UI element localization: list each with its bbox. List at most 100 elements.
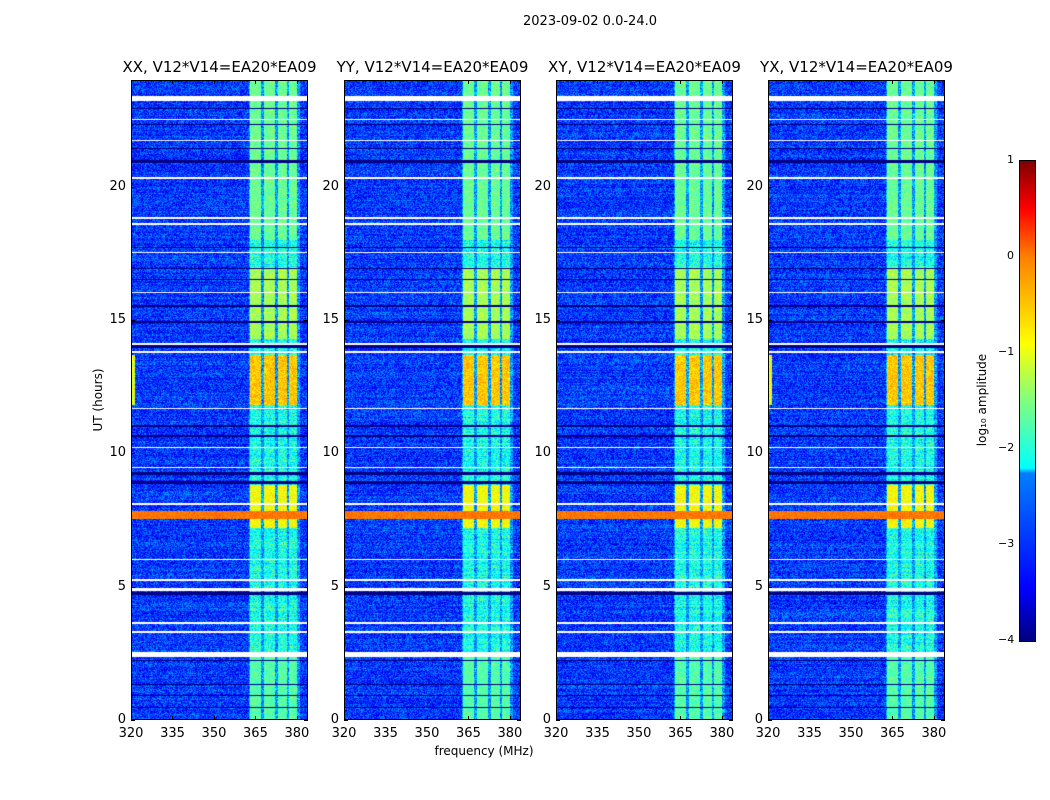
- y-tick-mark: [941, 186, 945, 188]
- x-tick-label: 380: [709, 726, 735, 741]
- panel-title: YY, V12*V14=EA20*EA09: [336, 58, 529, 76]
- x-tick-label: 320: [331, 726, 357, 741]
- colorbar-label: log₁₀ amplitude: [975, 353, 989, 447]
- x-tick-label: 335: [585, 726, 610, 741]
- x-tick-mark: [296, 716, 298, 720]
- x-tick-mark: [426, 716, 428, 720]
- y-tick-mark: [344, 720, 348, 721]
- x-tick-label: 320: [755, 726, 781, 741]
- x-tick-mark: [509, 80, 511, 84]
- y-tick-mark: [556, 720, 560, 721]
- y-tick-mark: [556, 186, 560, 188]
- x-tick-label: 320: [118, 726, 144, 741]
- y-tick-mark: [131, 186, 135, 188]
- x-tick-mark: [933, 716, 935, 720]
- x-tick-mark: [892, 716, 894, 720]
- x-tick-mark: [296, 80, 298, 84]
- x-tick-label: 350: [838, 726, 864, 741]
- y-tick-label: 0: [542, 712, 551, 727]
- colorbar-tick-label: 1: [1007, 153, 1014, 166]
- x-tick-label: 335: [373, 726, 398, 741]
- x-tick-label: 380: [284, 726, 310, 741]
- spectrogram-image: [556, 80, 733, 720]
- y-tick-mark: [768, 453, 772, 455]
- y-tick-mark: [941, 586, 945, 588]
- x-tick-mark: [721, 80, 723, 84]
- x-tick-mark: [131, 80, 132, 84]
- y-tick-mark: [131, 453, 135, 455]
- y-tick-mark: [517, 320, 521, 321]
- x-tick-label: 365: [880, 726, 905, 741]
- x-tick-mark: [509, 716, 511, 720]
- x-tick-mark: [468, 80, 470, 84]
- y-tick-mark: [556, 586, 560, 588]
- y-tick-mark: [768, 720, 772, 721]
- panel-title: YX, V12*V14=EA20*EA09: [760, 58, 953, 76]
- x-tick-mark: [213, 80, 215, 84]
- y-tick-mark: [729, 720, 733, 721]
- y-tick-label: 10: [109, 445, 126, 461]
- x-tick-mark: [638, 716, 640, 720]
- y-tick-mark: [304, 320, 308, 321]
- y-tick-mark: [768, 320, 772, 321]
- y-tick-label: 5: [117, 578, 126, 594]
- y-tick-mark: [941, 720, 945, 721]
- x-tick-mark: [768, 716, 769, 720]
- y-tick-mark: [304, 453, 308, 455]
- x-tick-label: 320: [543, 726, 569, 741]
- spectrogram-panel-1: XX, V12*V14=EA20*EA09 320 335 350 365 380 0 5 10…: [109, 58, 316, 741]
- y-tick-label: 5: [754, 578, 763, 594]
- y-axis-label: UT (hours): [91, 368, 105, 432]
- colorbar-tick-label: 0: [1007, 249, 1014, 262]
- x-tick-mark: [172, 80, 174, 84]
- x-tick-label: 335: [797, 726, 822, 741]
- spectrogram-image: [131, 80, 308, 720]
- x-tick-mark: [721, 716, 723, 720]
- x-tick-mark: [131, 716, 132, 720]
- y-tick-label: 15: [109, 312, 126, 327]
- y-tick-mark: [131, 586, 135, 588]
- x-tick-mark: [809, 80, 811, 84]
- x-tick-mark: [680, 80, 682, 84]
- y-tick-mark: [729, 453, 733, 455]
- spectrogram-image: [344, 80, 521, 720]
- x-tick-mark: [768, 80, 769, 84]
- colorbar: [1019, 160, 1036, 642]
- y-tick-mark: [304, 586, 308, 588]
- y-tick-mark: [304, 186, 308, 188]
- y-tick-label: 0: [117, 712, 126, 727]
- x-tick-label: 335: [160, 726, 185, 741]
- x-tick-mark: [213, 716, 215, 720]
- y-tick-mark: [517, 586, 521, 588]
- y-tick-mark: [768, 186, 772, 188]
- y-tick-mark: [131, 320, 135, 321]
- y-tick-label: 10: [534, 445, 551, 461]
- y-tick-mark: [131, 720, 135, 721]
- x-tick-mark: [468, 716, 470, 720]
- y-tick-mark: [556, 453, 560, 455]
- y-tick-mark: [344, 320, 348, 321]
- y-tick-mark: [941, 320, 945, 321]
- x-tick-mark: [892, 80, 894, 84]
- x-tick-mark: [344, 80, 345, 84]
- x-tick-mark: [850, 716, 852, 720]
- y-tick-mark: [556, 320, 560, 321]
- spectrogram-panel-3: XY, V12*V14=EA20*EA09 320 335 350 365 380 0 5 10…: [534, 58, 740, 741]
- x-tick-mark: [255, 716, 257, 720]
- y-tick-label: 5: [330, 578, 339, 594]
- y-tick-label: 15: [534, 312, 551, 327]
- x-tick-mark: [172, 716, 174, 720]
- spectrogram-image: [768, 80, 945, 720]
- x-tick-mark: [556, 716, 557, 720]
- x-tick-label: 350: [414, 726, 440, 741]
- y-tick-mark: [304, 720, 308, 721]
- panel-title: XY, V12*V14=EA20*EA09: [548, 58, 741, 76]
- y-tick-label: 0: [754, 712, 763, 727]
- x-tick-label: 365: [243, 726, 268, 741]
- spectrogram-panel-4: YX, V12*V14=EA20*EA09 320 335 350 365 380 0 5 10…: [746, 58, 952, 741]
- x-tick-mark: [385, 80, 387, 84]
- y-tick-label: 20: [746, 178, 763, 194]
- x-tick-mark: [933, 80, 935, 84]
- x-tick-label: 365: [668, 726, 693, 741]
- colorbar-tick-label: −4: [998, 633, 1015, 646]
